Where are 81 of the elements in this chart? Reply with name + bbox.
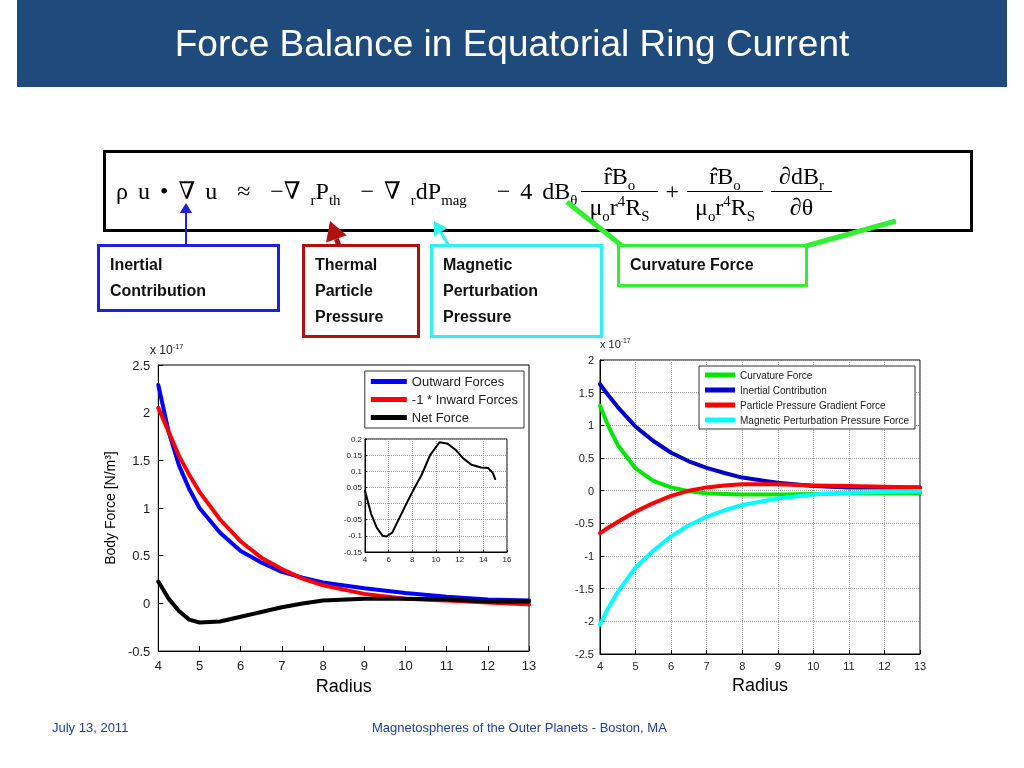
x-tick-label: 4: [596, 659, 604, 672]
x-tick-label: 7: [703, 659, 710, 672]
y-tick-label: 0.1: [350, 466, 363, 476]
legend-label: -1 * Inward Forces: [411, 392, 519, 407]
y-tick-label: -2: [584, 615, 594, 628]
y-tick-label: -0.5: [127, 643, 151, 659]
x-axis-title: Radius: [315, 676, 372, 696]
x-tick-label: 10: [807, 659, 820, 672]
x-tick-label: 6: [668, 659, 675, 672]
y-tick-label: -1: [584, 550, 594, 562]
y-tick-label: 0.5: [578, 452, 594, 464]
x-tick-label: 8: [739, 659, 746, 672]
x-tick-label: 12: [878, 659, 891, 672]
text: Curvature Force: [630, 255, 755, 275]
y-tick-label: 2.5: [132, 357, 151, 373]
y-tick-label: -0.1: [348, 531, 363, 541]
y-tick-label: 1.5: [132, 452, 151, 468]
x-tick-label: 11: [843, 659, 855, 672]
x-tick-label: 4: [362, 554, 368, 564]
text: Magnetospheres of the Outer Planets - Boston, MA: [372, 720, 667, 735]
y-tick-label: -0.5: [575, 517, 594, 530]
text: ∂θ: [788, 192, 815, 221]
y-tick-label: -0.05: [343, 515, 363, 525]
y-tick-label: 0: [587, 484, 594, 497]
legend-label: Outward Forces: [411, 374, 505, 389]
y-tick-label: 2: [587, 354, 594, 366]
x-axis-title: Radius: [731, 674, 789, 695]
chart-title: Force Balance in Equatorial Ring Current: [174, 22, 850, 65]
text: Magnetic Perturbation Pressure: [443, 255, 540, 327]
text: r̂B$_{o}$: [687, 161, 764, 193]
legend-label: Curvature Force: [740, 369, 813, 381]
legend-label: Net Force: [411, 410, 469, 425]
x-tick-label: 8: [319, 658, 327, 674]
text: ρ u • ∇ u ≈ −∇ $_{r}$P$_{th}$ − ∇ $_{r}$dP$_{mag}$ − 4 dB$_{θ}$: [116, 178, 578, 208]
x-tick-label: 7: [278, 658, 286, 674]
y-tick-label: 2: [143, 405, 151, 421]
line-series: [598, 482, 922, 536]
x-tick-label: 11: [439, 658, 454, 674]
x-tick-label: 13: [521, 658, 537, 674]
y-tick-label: 0.05: [346, 482, 363, 492]
x-tick-label: 9: [774, 659, 781, 672]
x-tick-label: 6: [237, 658, 245, 674]
x-tick-label: 4: [154, 658, 162, 674]
text: μ$_{o}$r$^{4}$R$_{S}$: [694, 191, 757, 224]
text: July 13, 2011: [52, 720, 129, 735]
x-tick-label: 6: [386, 554, 392, 564]
line-series: [598, 489, 922, 627]
legend-label: Inertial Contribution: [740, 384, 827, 396]
text: r̂B$_{o}$: [581, 161, 658, 193]
y-tick-label: 0: [143, 595, 151, 611]
y-tick-label: 0: [357, 499, 363, 509]
y-tick-label: 1: [143, 500, 151, 516]
x-tick-label: 8: [410, 554, 416, 564]
x-tick-label: 12: [455, 554, 465, 564]
y-tick-label: 0.15: [346, 450, 363, 460]
x-tick-label: 10: [431, 554, 441, 564]
y-tick-label: -0.15: [343, 547, 363, 557]
x-tick-label: 16: [502, 554, 512, 564]
y-tick-label: 0.5: [132, 548, 151, 564]
x-tick-label: 5: [195, 658, 204, 674]
text: +: [665, 177, 680, 205]
legend-label: Magnetic Perturbation Pressure Force: [740, 414, 910, 426]
x-tick-label: 14: [478, 554, 489, 564]
y-tick-label: 1: [587, 419, 594, 432]
y-tick-label: -1.5: [575, 582, 594, 595]
x-tick-label: 5: [632, 659, 639, 672]
text: Inertial Contribution: [110, 255, 207, 301]
text: ∂dB$_{r}$: [771, 161, 832, 193]
x-tick-label: 13: [913, 659, 927, 672]
y-tick-label: 1.5: [578, 386, 594, 399]
y-tick-label: -2.5: [575, 648, 594, 660]
text: Thermal Particle Pressure: [315, 255, 385, 327]
y-axis-title: Body Force [N/m³]: [102, 451, 118, 565]
x-tick-label: 12: [480, 658, 496, 674]
text: x 10$^{-17}$: [150, 342, 184, 357]
text: μ$_{o}$r$^{4}$R$_{S}$: [588, 191, 651, 224]
x-tick-label: 10: [398, 658, 413, 674]
text: x 10$^{-17}$: [600, 337, 631, 350]
x-tick-label: 9: [360, 658, 368, 674]
legend-label: Particle Pressure Gradient Force: [740, 399, 887, 411]
y-tick-label: 0.2: [350, 434, 363, 444]
